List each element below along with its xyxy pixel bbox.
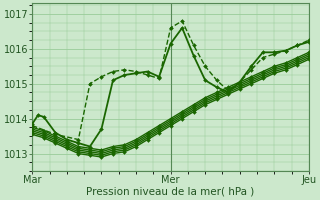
X-axis label: Pression niveau de la mer( hPa ): Pression niveau de la mer( hPa ) xyxy=(86,187,255,197)
